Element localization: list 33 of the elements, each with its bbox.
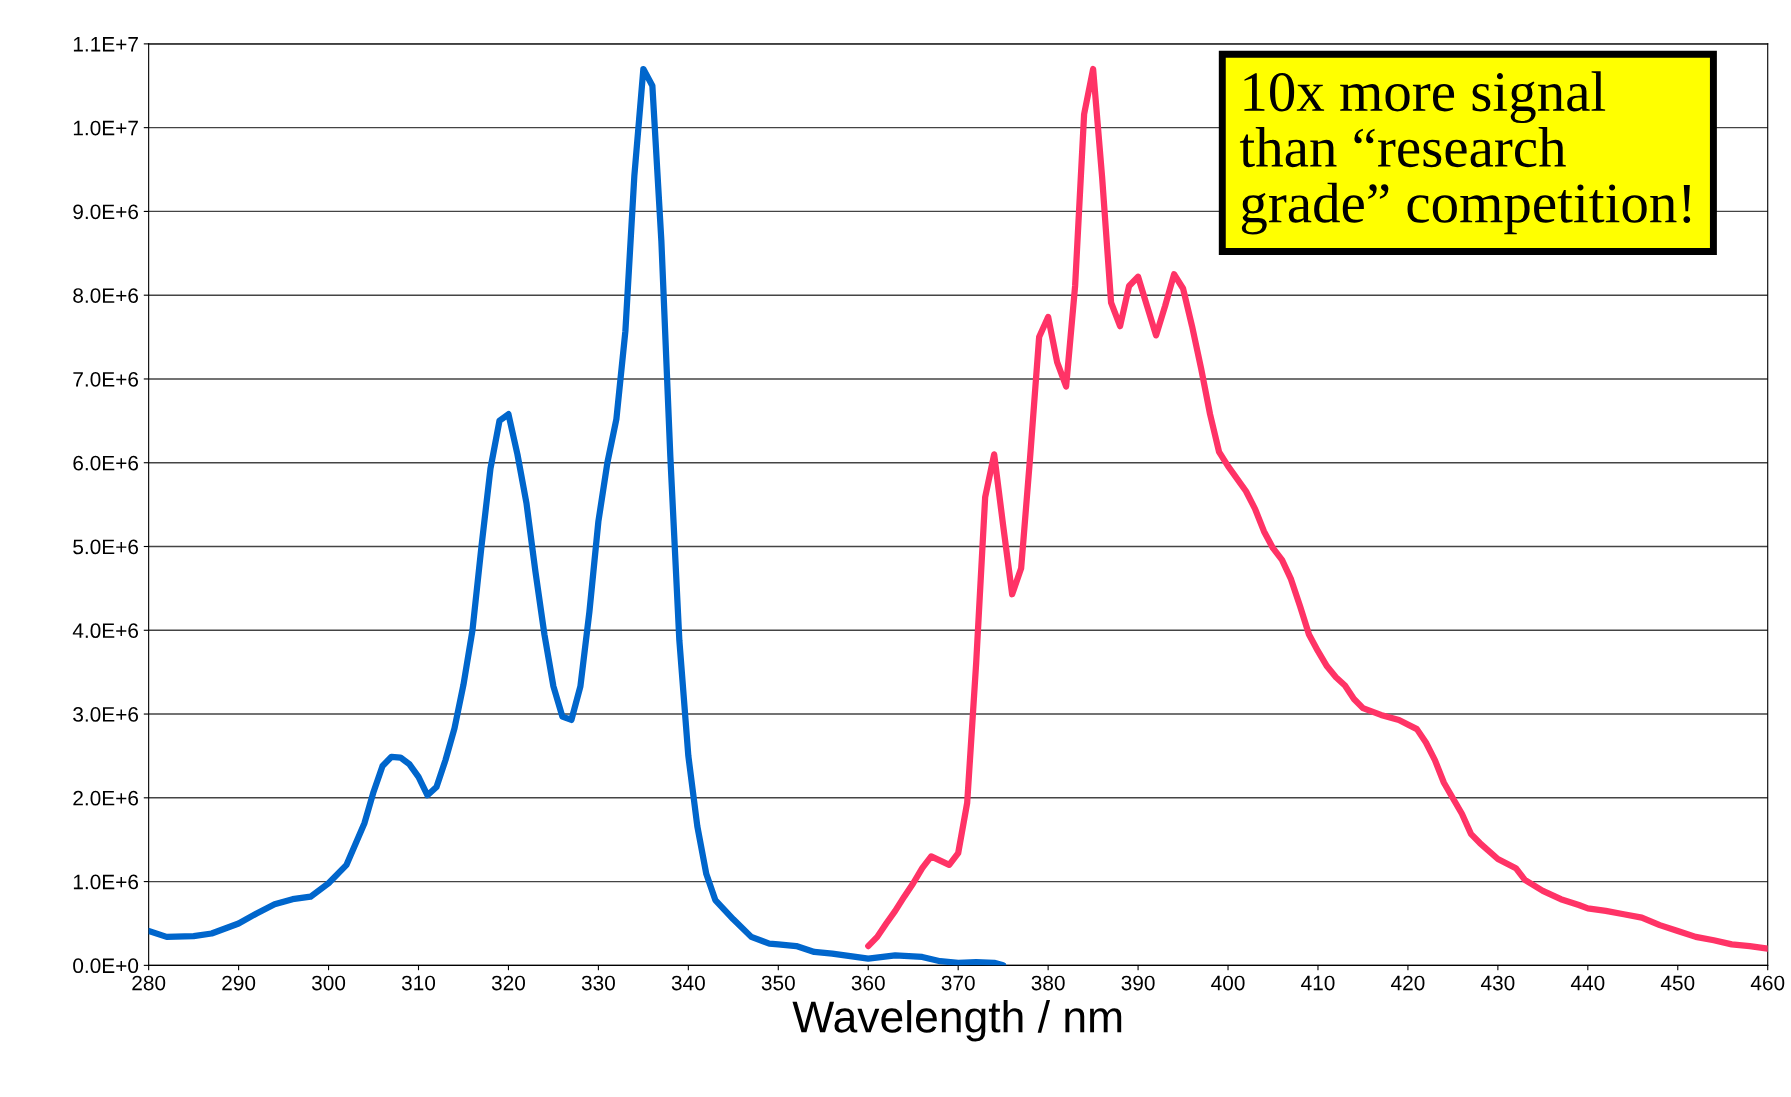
y-tick-label: 4.0E+6 [72,623,139,639]
x-tick-label: 320 [491,975,526,991]
x-tick-label: 300 [311,975,346,991]
x-tick-label: 290 [222,975,256,991]
x-tick-label: 340 [671,975,705,991]
y-tick-label: 8.0E+6 [73,288,139,303]
x-tick-label: 400 [1211,975,1245,991]
x-axis-title: Wavelength / nm [792,1000,1122,1042]
x-tick-label: 360 [851,975,885,991]
x-tick-label: 370 [941,975,975,991]
y-tick-label: 5.0E+6 [73,539,139,555]
x-tick-label: 440 [1570,975,1605,991]
y-tick-label: 9.0E+6 [73,204,139,220]
x-tick-label: 330 [581,975,615,991]
y-tick-label: 6.0E+6 [73,455,139,471]
x-tick-label: 380 [1031,975,1065,991]
y-tick-label: 1.0E+6 [73,874,139,890]
y-tick-label: 7.0E+6 [73,371,139,387]
y-tick-label: 1.0E+7 [73,120,138,136]
y-tick-label: 1.1E+7 [73,37,138,52]
x-tick-label: 430 [1480,975,1515,991]
x-tick-label: 390 [1121,975,1155,991]
x-tick-label: 410 [1301,975,1335,991]
y-tick-label: 3.0E+6 [73,707,139,722]
x-tick-label: 280 [132,975,166,991]
y-tick-label: 2.0E+6 [73,790,139,806]
x-tick-label: 420 [1391,975,1425,991]
x-tick-label: 310 [401,975,436,991]
x-tick-label: 350 [761,975,795,991]
y-tick-label: 0.0E+0 [73,958,139,974]
x-tick-label: 450 [1660,975,1695,991]
x-tick-label: 460 [1750,975,1785,991]
annotation: 10x more signal than “research grade” competition! [1239,71,1691,235]
